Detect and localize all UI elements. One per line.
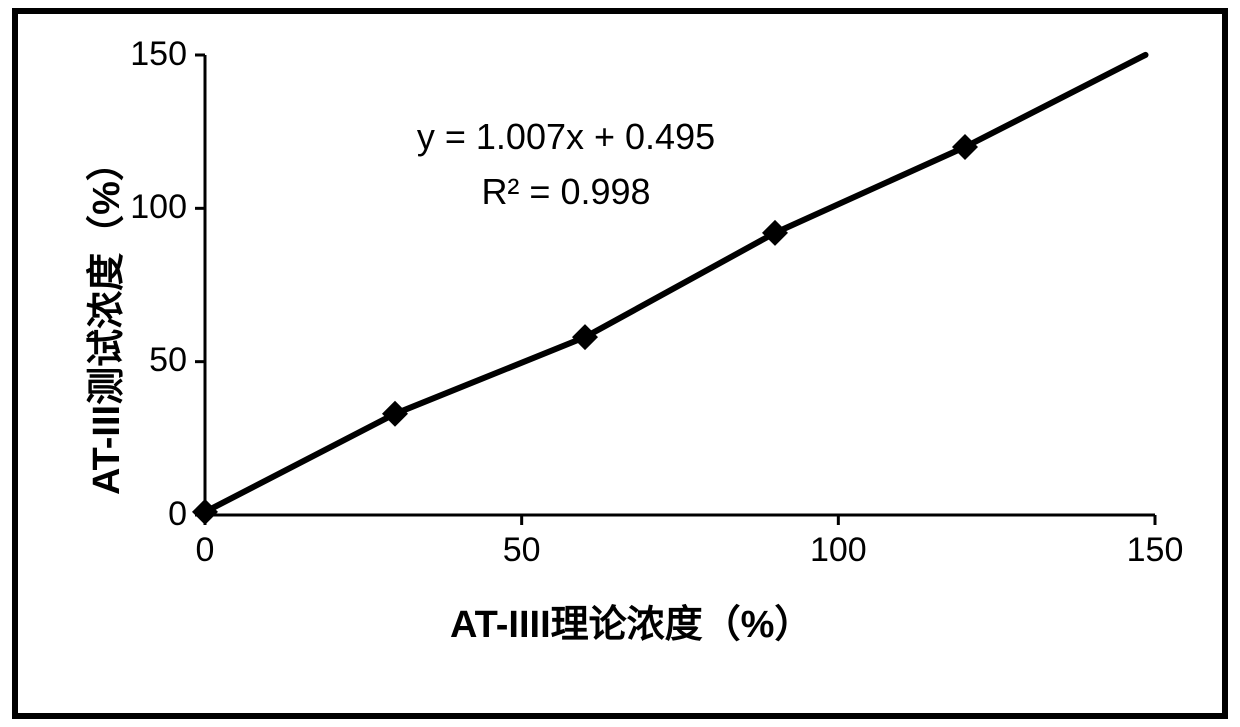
x-tick-label: 150	[1125, 531, 1185, 570]
y-tick-label: 100	[130, 188, 187, 227]
y-tick-label: 50	[149, 341, 187, 380]
y-axis-label: AT-III测试浓度（%）	[75, 143, 130, 495]
x-tick-label: 50	[492, 531, 552, 570]
x-tick-label: 100	[808, 531, 868, 570]
x-tick-label: 0	[175, 531, 235, 570]
chart-annotation: y = 1.007x + 0.495	[366, 116, 766, 158]
y-tick-label: 150	[130, 35, 187, 74]
chart-annotation: R² = 0.998	[366, 171, 766, 213]
x-axis-label: AT-IIII理论浓度（%）	[450, 593, 812, 648]
y-tick-label: 0	[168, 495, 187, 534]
